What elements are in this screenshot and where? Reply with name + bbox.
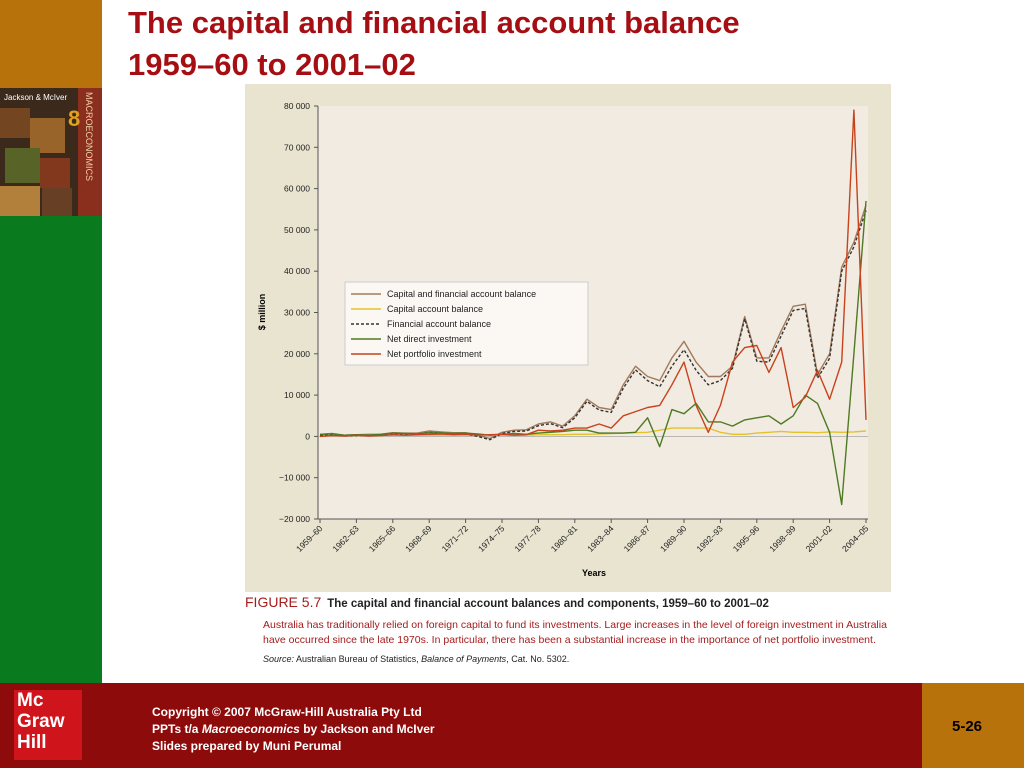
source-label: Source: xyxy=(263,654,295,664)
y-tick-label: 0 xyxy=(305,431,310,441)
series-line xyxy=(319,200,867,506)
figure-text: Australia has traditionally relied on fo… xyxy=(263,619,887,646)
y-tick-label: 70 000 xyxy=(284,142,310,152)
y-axis-label: $ million xyxy=(257,294,267,331)
source-rest: , Cat. No. 5302. xyxy=(506,654,570,664)
title-line: The capital and financial account balanc… xyxy=(128,5,740,40)
book-authors: Jackson & McIver xyxy=(4,93,67,102)
prepared-by: Slides prepared by Muni Perumal xyxy=(152,739,342,753)
series-line xyxy=(319,109,867,438)
y-tick-label: −10 000 xyxy=(279,473,310,483)
y-tick-label: 60 000 xyxy=(284,184,310,194)
y-tick-label: −20 000 xyxy=(279,514,310,524)
left-band xyxy=(0,0,102,88)
ppts-text: PPTs t/a xyxy=(152,722,199,736)
logo-text: Hill xyxy=(17,732,47,753)
caption: FIGURE 5.7 The capital and financial acco… xyxy=(245,594,893,667)
footer-band xyxy=(922,683,1024,768)
legend-label: Net direct investment xyxy=(387,334,472,344)
y-tick-label: 30 000 xyxy=(284,308,310,318)
y-tick-label: 20 000 xyxy=(284,349,310,359)
copyright: Copyright © 2007 McGraw-Hill Australia P… xyxy=(152,705,422,719)
legend-label: Capital account balance xyxy=(387,304,483,314)
legend-box xyxy=(344,281,589,366)
x-axis-label: Years xyxy=(582,568,606,578)
figure-number: FIGURE 5.7 xyxy=(245,594,322,610)
book-edition: 8 xyxy=(68,106,80,131)
chart: $ million Years −20 000 −10 000 0 10 000 20 … xyxy=(245,84,891,592)
footer-text: Copyright © 2007 McGraw-Hill Australia P… xyxy=(152,704,435,755)
logo-text: Graw xyxy=(17,711,65,732)
book-cover: Jackson & McIver 8 MACROECONOMICS xyxy=(0,88,102,216)
ppts-book: Macroeconomics xyxy=(201,722,300,736)
page-number: 5-26 xyxy=(952,718,983,735)
title: The capital and financial account balanc… xyxy=(128,2,918,86)
right-space xyxy=(922,0,1024,683)
legend-label: Financial account balance xyxy=(387,319,491,329)
y-tick-label: 50 000 xyxy=(284,225,310,235)
title-line: 1959–60 to 2001–02 xyxy=(128,47,416,82)
footer-band xyxy=(0,683,922,768)
book-title: MACROECONOMICS xyxy=(84,92,94,181)
figure-title: The capital and financial account balanc… xyxy=(327,598,769,610)
y-tick-label: 10 000 xyxy=(284,390,310,400)
logo: Mc Graw Hill xyxy=(14,690,82,760)
left-band xyxy=(0,216,102,683)
source-title: Balance of Payments xyxy=(421,654,507,664)
legend-label: Capital and financial account balance xyxy=(387,289,536,299)
y-tick-label: 80 000 xyxy=(284,101,310,111)
source: Source: Australian Bureau of Statistics,… xyxy=(245,652,893,667)
source-text: Australian Bureau of Statistics, xyxy=(296,654,419,664)
legend-label: Net portfolio investment xyxy=(387,349,482,359)
ppts-text: by Jackson and McIver xyxy=(303,722,435,736)
y-tick-label: 40 000 xyxy=(284,266,310,276)
logo-text: Mc xyxy=(17,690,44,711)
